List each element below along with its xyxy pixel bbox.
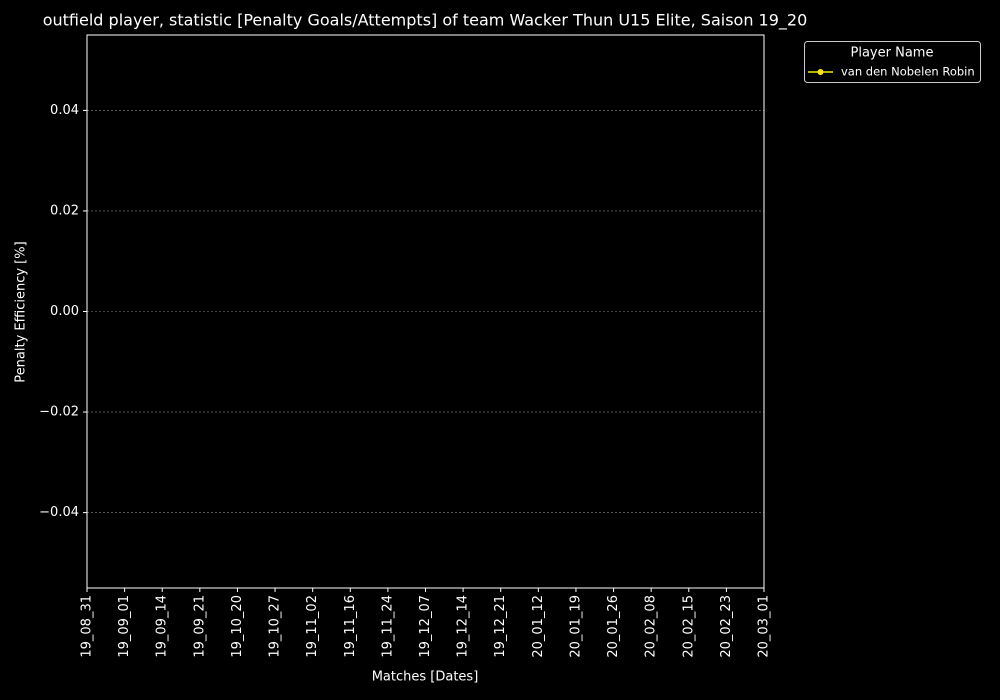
x-tick-label: 20_01_19 (568, 595, 583, 658)
x-tick-label: 19_10_27 (268, 595, 283, 658)
legend-label: van den Nobelen Robin (841, 65, 975, 79)
chart-title: outfield player, statistic [Penalty Goal… (43, 11, 808, 31)
y-tick-label: 0.04 (50, 103, 79, 118)
x-tick-label: 19_09_14 (155, 595, 170, 658)
x-tick-label: 20_02_15 (681, 595, 696, 658)
x-tick-label: 19_09_21 (192, 595, 207, 658)
legend-title: Player Name (851, 46, 934, 61)
x-tick-label: 20_02_08 (644, 595, 659, 658)
y-tick-label: 0.02 (50, 203, 79, 218)
x-tick-label: 20_03_01 (757, 595, 772, 658)
y-tick-label: 0.00 (50, 304, 79, 319)
legend-box (804, 41, 981, 83)
x-tick-label: 19_11_16 (343, 595, 358, 658)
x-tick-label: 20_01_26 (606, 595, 621, 658)
x-tick-label: 19_08_31 (80, 595, 95, 658)
x-tick-label: 19_10_20 (230, 595, 245, 658)
y-tick-label: −0.04 (39, 505, 79, 520)
x-tick-label: 20_01_12 (531, 595, 546, 658)
y-axis-label: Penalty Efficiency [%] (14, 241, 29, 382)
x-tick-label: 20_02_23 (719, 595, 734, 658)
y-tick-label: −0.02 (39, 405, 79, 420)
x-tick-label: 19_09_01 (117, 595, 132, 658)
x-tick-label: 19_12_07 (418, 595, 433, 658)
legend-marker (817, 69, 824, 75)
x-tick-label: 19_11_02 (305, 595, 320, 658)
x-axis-label: Matches [Dates] (372, 670, 479, 685)
x-tick-label: 19_12_21 (493, 595, 508, 658)
x-tick-label: 19_11_24 (380, 595, 395, 658)
plot-frame (86, 34, 765, 589)
x-tick-label: 19_12_14 (456, 595, 471, 658)
